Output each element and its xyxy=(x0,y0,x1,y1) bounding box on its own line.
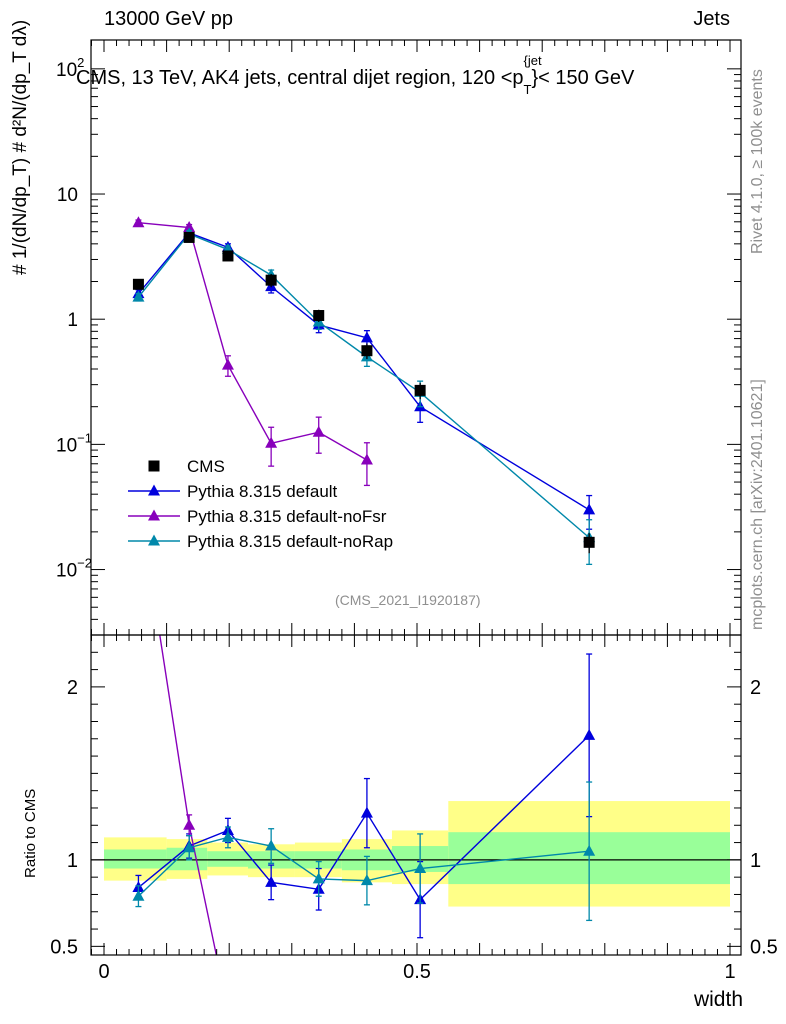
data-point-pythia-8-315-default xyxy=(583,728,596,740)
x-tick-label: 0 xyxy=(98,961,109,983)
series-line-pythia-8-315-default-nofsr xyxy=(138,222,368,461)
data-point-cms xyxy=(583,536,595,548)
data-point-pythia-8-315-default-norap xyxy=(221,830,234,842)
data-point-pythia-8-315-default xyxy=(583,503,596,515)
axes: 0 0.5 1 10−2 10−1 1 10 102 0.5 0.5 1 1 2 2 xyxy=(50,39,778,983)
data-point-pythia-8-315-default-norap xyxy=(265,839,278,851)
ratio-band-green xyxy=(207,851,248,867)
y-tick-label-right: 1 xyxy=(750,850,761,872)
series-line-pythia-8-315-default xyxy=(137,231,590,511)
jets-label: Jets xyxy=(693,8,730,30)
data-point-pythia-8-315-default-nofsr xyxy=(221,358,234,370)
mcplots-label: mcplots.cern.ch [arXiv:2401.10621] xyxy=(749,379,766,630)
y-tick-label: 0.5 xyxy=(50,936,78,958)
series-line-pythia-8-315-default-norap xyxy=(137,233,590,539)
data-point-cms xyxy=(313,310,325,322)
rivet-version-label: Rivet 4.1.0, ≥ 100k events xyxy=(749,69,766,254)
data-point-cms xyxy=(132,278,144,290)
y-tick-label: 10 xyxy=(57,185,78,206)
legend-label: Pythia 8.315 default-noFsr xyxy=(187,507,387,526)
ratio-panel-series xyxy=(132,635,596,955)
data-point-pythia-8-315-default-norap xyxy=(414,862,427,874)
data-point-pythia-8-315-default xyxy=(360,806,373,818)
series-line-pythia-8-315-default xyxy=(137,734,590,901)
legend-label: Pythia 8.315 default-noRap xyxy=(187,532,393,551)
data-point-cms xyxy=(361,345,373,357)
data-point-pythia-8-315-default-norap xyxy=(132,889,145,901)
data-point-pythia-8-315-default-norap xyxy=(312,872,325,884)
y-tick-label: 10−2 xyxy=(56,556,92,582)
plot-title: CMS, 13 TeV, AK4 jets, central dijet reg… xyxy=(76,53,635,97)
ratio-band-green xyxy=(104,849,167,869)
analysis-id: (CMS_2021_I1920187) xyxy=(335,592,481,608)
data-point-pythia-8-315-default-norap xyxy=(583,844,596,856)
main-y-axis-label: # 1/(dN/dp_T) # d²N/(dp_T dλ) xyxy=(10,19,31,275)
series-cms xyxy=(132,231,595,554)
y-tick-label: 10−1 xyxy=(56,430,92,456)
y-tick-label-right: 2 xyxy=(750,677,761,699)
series-pythia-8-315-default-norap xyxy=(132,781,596,922)
x-axis-label: width xyxy=(693,988,743,1011)
series-line-pythia-8-315-default-norap xyxy=(137,836,590,897)
data-point-pythia-8-315-default-norap xyxy=(360,874,373,886)
y-tick-label: 1 xyxy=(67,310,78,331)
data-point-pythia-8-315-default-nofsr xyxy=(360,453,373,465)
legend-entry-pythia-8-315-default: Pythia 8.315 default xyxy=(128,482,338,501)
title-subscript: T xyxy=(523,82,532,97)
collision-label: 13000 GeV pp xyxy=(104,8,233,30)
legend-marker xyxy=(148,534,160,546)
y-tick-label: 1 xyxy=(67,850,78,872)
data-point-cms xyxy=(265,274,277,286)
legend-entry-cms: CMS xyxy=(148,457,225,476)
x-tick-label: 1 xyxy=(724,961,735,983)
data-point-cms xyxy=(183,231,195,243)
main-panel-series xyxy=(132,216,596,566)
data-point-pythia-8-315-default-nofsr xyxy=(183,818,196,830)
title-superscript: {jet xyxy=(523,53,542,68)
data-point-pythia-8-315-default-nofsr xyxy=(183,221,196,233)
data-point-pythia-8-315-default-nofsr xyxy=(312,425,325,437)
legend-label: CMS xyxy=(187,457,225,476)
legend-marker xyxy=(148,484,160,496)
legend-marker xyxy=(148,460,160,472)
data-point-cms xyxy=(222,250,234,262)
y-tick-label-right: 0.5 xyxy=(750,936,778,958)
ratio-y-axis-label: Ratio to CMS xyxy=(22,788,39,878)
legend-entry-pythia-8-315-default-norap: Pythia 8.315 default-noRap xyxy=(128,532,393,551)
legend-label: Pythia 8.315 default xyxy=(187,482,338,501)
data-point-pythia-8-315-default-norap xyxy=(132,290,145,302)
legend: CMS Pythia 8.315 default Pythia 8.315 defa… xyxy=(128,457,393,551)
data-point-pythia-8-315-default xyxy=(360,331,373,343)
legend-marker xyxy=(148,509,160,521)
data-point-pythia-8-315-default-nofsr xyxy=(265,436,278,448)
data-point-pythia-8-315-default-nofsr xyxy=(132,216,145,228)
y-tick-label: 2 xyxy=(67,677,78,699)
ratio-panel-frame xyxy=(90,634,742,956)
data-point-pythia-8-315-default xyxy=(265,875,278,887)
legend-entry-pythia-8-315-default-nofsr: Pythia 8.315 default-noFsr xyxy=(128,507,387,526)
y-tick-label: 102 xyxy=(56,55,84,81)
series-line-pythia-8-315-default-nofsr xyxy=(159,635,218,955)
data-point-pythia-8-315-default-norap xyxy=(183,841,196,853)
data-point-cms xyxy=(414,384,426,396)
x-tick-label: 0.5 xyxy=(403,961,431,983)
